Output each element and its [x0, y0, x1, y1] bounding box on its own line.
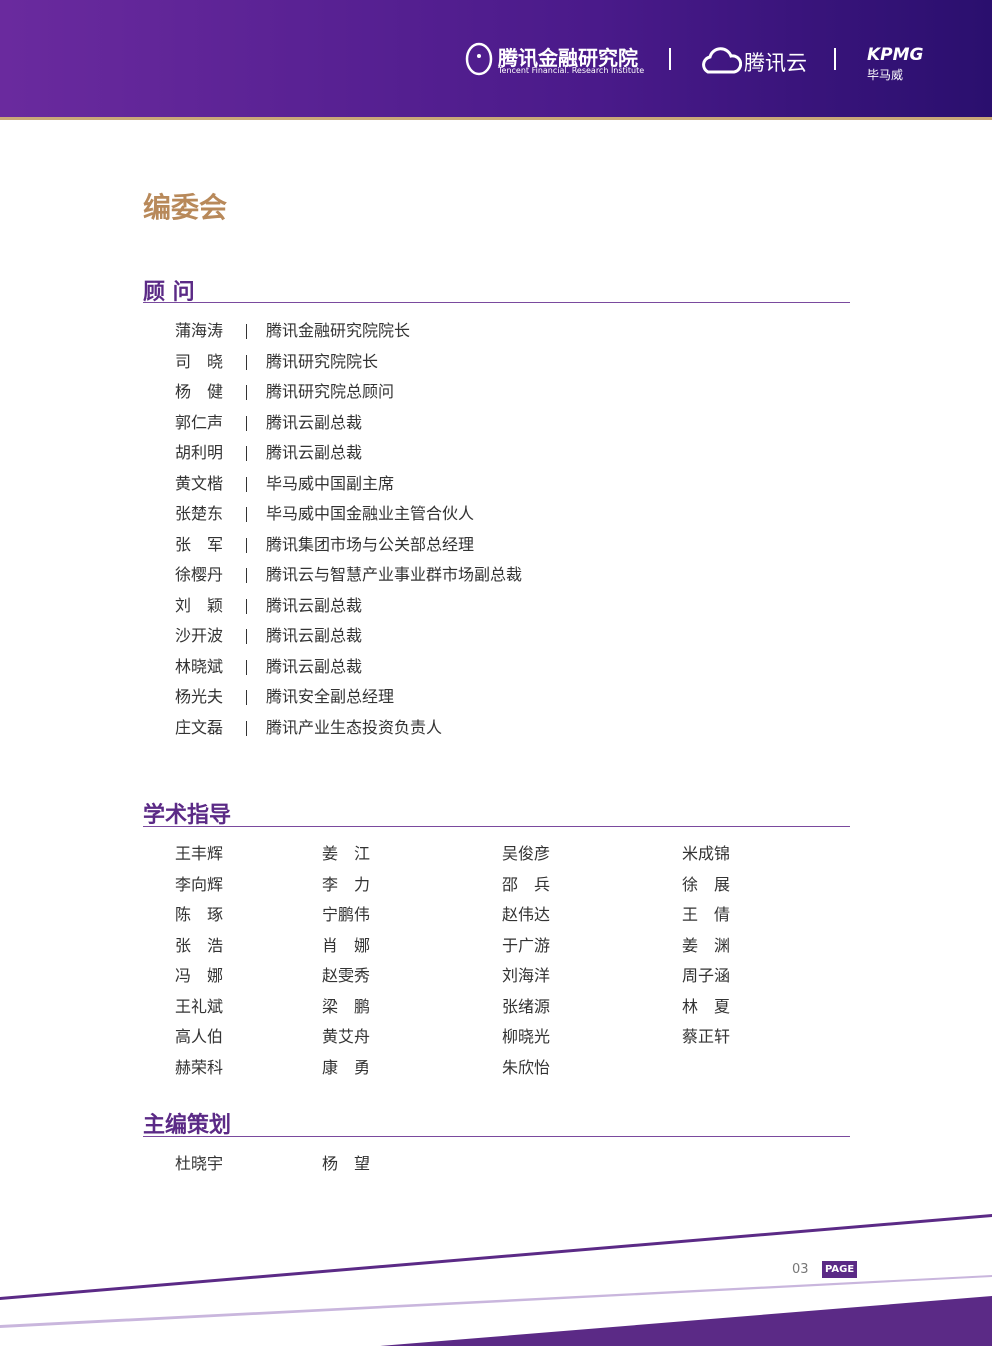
academic-name: 张绪源	[502, 996, 551, 1016]
academic-name: 康 勇	[322, 1057, 371, 1077]
separator	[246, 629, 247, 644]
institute-name: 腾讯金融研究院	[498, 46, 638, 70]
advisor-role: 腾讯云副总裁	[266, 443, 363, 462]
advisor-name: 郭仁声	[175, 412, 224, 432]
academic-name: 周子涵	[682, 966, 731, 985]
advisor-name: 杨 健	[175, 382, 224, 401]
advisor-name: 司 晓	[175, 351, 224, 371]
page-title: 编委会	[143, 191, 228, 224]
separator	[246, 690, 247, 705]
advisor-role: 毕马威中国金融业主管合伙人	[266, 504, 475, 523]
advisor-name: 张 军	[175, 534, 224, 554]
page-label: PAGE	[822, 1261, 858, 1278]
academic-name: 李 力	[322, 874, 371, 894]
academic-name: 梁 鹏	[322, 996, 371, 1016]
advisor-role: 腾讯云与智慧产业事业群市场副总裁	[266, 565, 523, 584]
academic-name: 邵 兵	[502, 874, 551, 894]
academic-name: 吴俊彦	[502, 844, 551, 863]
advisor-role: 腾讯云副总裁	[266, 595, 363, 615]
section-heading: 顾 问	[143, 280, 195, 305]
academic-name: 蔡正轩	[682, 1027, 731, 1046]
separator	[246, 446, 247, 461]
separator	[246, 324, 247, 339]
page-number: 03	[792, 1262, 809, 1277]
academic-name: 姜 渊	[682, 935, 731, 955]
cloud-icon	[702, 47, 742, 74]
advisor-role: 腾讯云副总裁	[266, 412, 363, 432]
advisor-name: 杨光夫	[175, 687, 224, 706]
divider	[669, 48, 671, 70]
academic-name: 米成锦	[682, 844, 731, 863]
academic-name: 李向辉	[175, 874, 224, 894]
section-rule	[143, 826, 850, 827]
institute-en: Tencent Financial. Research Institute	[498, 66, 645, 75]
separator	[246, 659, 247, 675]
advisor-role: 腾讯集团市场与公关部总经理	[266, 534, 475, 554]
separator	[246, 415, 247, 431]
advisor-name: 沙开波	[175, 626, 224, 645]
academic-name: 姜 江	[322, 844, 371, 863]
advisor-role: 腾讯云副总裁	[266, 626, 363, 645]
academic-name: 张 浩	[175, 935, 224, 955]
advisor-role: 腾讯云副总裁	[266, 656, 363, 676]
advisor-name: 刘 颖	[175, 595, 224, 615]
advisor-name: 蒲海涛	[175, 321, 224, 340]
section-heading: 主编策划	[143, 1113, 232, 1138]
academic-name: 高人伯	[175, 1027, 224, 1046]
advisor-role: 毕马威中国副主席	[266, 473, 395, 493]
cloud-name: 腾讯云	[744, 51, 807, 75]
footer-decoration	[0, 1214, 992, 1346]
kpmg-logo: KPMG	[867, 45, 924, 65]
academic-name: 赵伟达	[502, 905, 551, 924]
section-rule	[143, 302, 850, 303]
separator	[246, 598, 247, 614]
advisor-role: 腾讯研究院院长	[266, 351, 379, 371]
editor-name: 杜晓宇	[175, 1154, 224, 1173]
academic-name: 黄艾舟	[322, 1027, 371, 1046]
advisor-name: 胡利明	[175, 443, 224, 462]
header-bar	[0, 0, 992, 117]
advisor-name: 林晓斌	[175, 656, 224, 676]
divider	[834, 48, 836, 70]
advisor-name: 黄文楷	[175, 473, 224, 493]
kpmg-cn: 毕马威	[867, 68, 904, 82]
advisor-name: 徐樱丹	[175, 565, 224, 584]
academic-name: 赫荣科	[175, 1057, 224, 1077]
academic-name: 宁鹏伟	[322, 905, 371, 924]
academic-name: 于广游	[502, 935, 551, 955]
separator	[246, 568, 247, 583]
advisor-role: 腾讯金融研究院院长	[266, 321, 411, 340]
advisor-role: 腾讯研究院总顾问	[266, 382, 395, 401]
separator	[246, 354, 247, 370]
advisor-name: 张楚东	[175, 504, 224, 523]
section-rule	[143, 1136, 850, 1137]
editor-name: 杨 望	[322, 1154, 371, 1173]
academic-name: 王 倩	[682, 905, 731, 924]
advisor-role: 腾讯产业生态投资负责人	[266, 717, 443, 737]
academic-name: 王丰辉	[175, 844, 224, 863]
section-heading: 学术指导	[143, 803, 232, 828]
academic-name: 赵雯秀	[322, 966, 371, 985]
academic-name: 林 夏	[682, 996, 731, 1016]
academic-name: 刘海洋	[502, 966, 551, 985]
academic-name: 徐 展	[682, 874, 731, 894]
academic-name: 朱欣怡	[502, 1057, 551, 1077]
separator	[246, 385, 247, 400]
institute-icon	[465, 42, 493, 76]
header-rule	[0, 117, 992, 120]
separator	[246, 507, 247, 522]
academic-name: 王礼斌	[175, 996, 224, 1016]
separator	[246, 720, 247, 736]
separator	[246, 537, 247, 553]
academic-name: 肖 娜	[322, 935, 371, 955]
academic-name: 柳晓光	[502, 1027, 551, 1046]
separator	[246, 476, 247, 492]
academic-name: 冯 娜	[175, 966, 224, 985]
advisor-name: 庄文磊	[175, 717, 224, 737]
advisor-role: 腾讯安全副总经理	[266, 687, 395, 706]
academic-name: 陈 琢	[175, 905, 224, 924]
